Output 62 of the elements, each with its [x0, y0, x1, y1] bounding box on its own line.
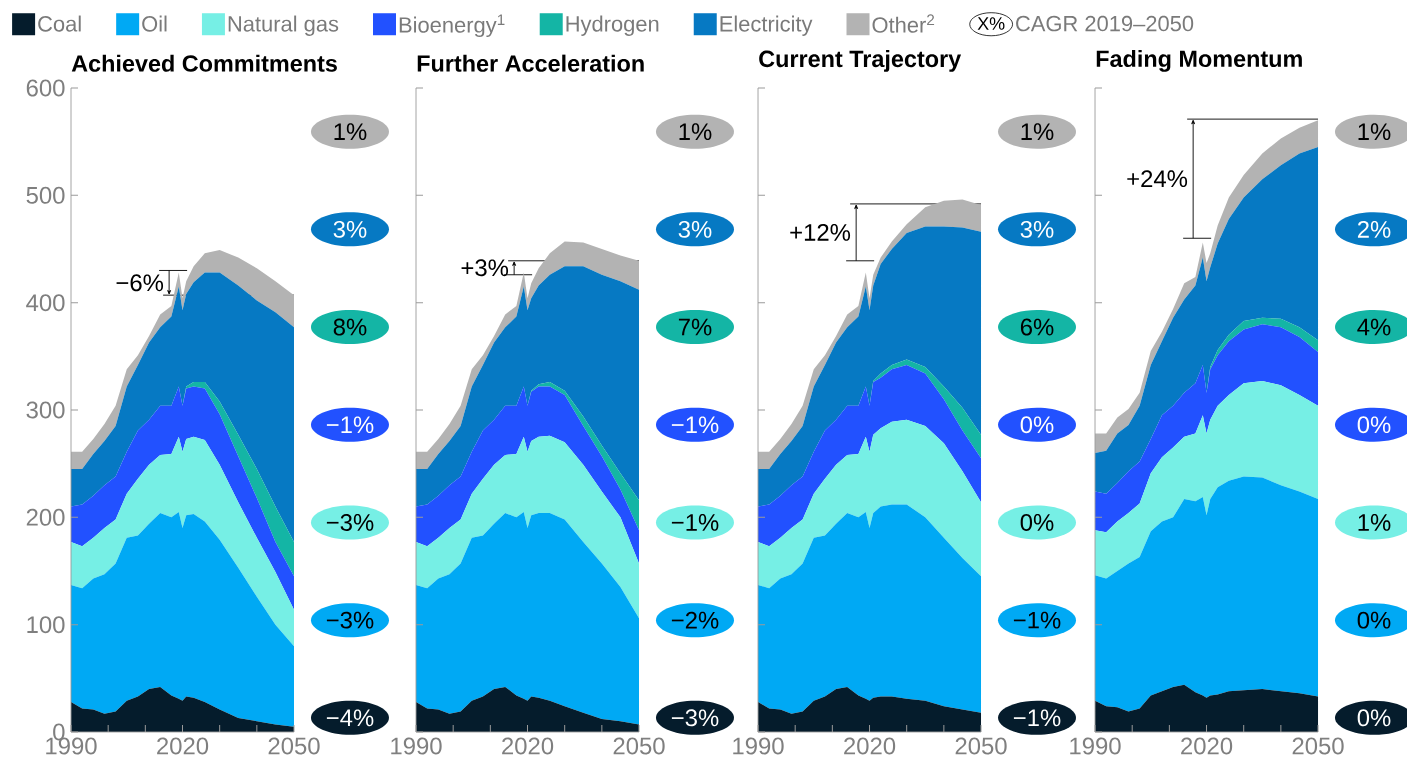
text: 3% — [1020, 220, 1054, 238]
text: X% — [977, 17, 1005, 30]
text: 3% — [333, 220, 367, 238]
text: −1% — [671, 514, 719, 531]
text: −1% — [326, 416, 374, 434]
text: −1% — [1013, 611, 1061, 629]
chart-title: Achieved Commitments — [71, 54, 337, 72]
x-tick-label: 2050 — [955, 737, 1007, 755]
text: 6% — [1020, 318, 1054, 336]
legend-label: Natural gas — [228, 15, 339, 36]
text: 1% — [1358, 123, 1391, 141]
x-tick-label: 2020 — [157, 737, 209, 755]
text: 0% — [1020, 416, 1054, 434]
legend-label: Electricity — [720, 15, 813, 36]
text: 3% — [678, 220, 712, 238]
legend-label: Oil — [142, 15, 167, 32]
y-tick-label: 100 — [27, 616, 65, 634]
text: −3% — [671, 709, 719, 727]
y-tick-label: 200 — [26, 508, 65, 526]
y-tick-label: 300 — [26, 401, 65, 419]
annotation: −6% — [116, 274, 164, 292]
chart-title: Further Acceleration — [417, 54, 644, 72]
text: 0% — [1357, 611, 1391, 629]
text: 4% — [1357, 318, 1391, 336]
x-tick-label: 1990 — [391, 737, 442, 755]
x-tick-label: 2020 — [844, 737, 896, 755]
text: 1% — [334, 123, 367, 141]
x-tick-label: 1990 — [733, 737, 784, 755]
legend-label: Hydrogen — [566, 15, 659, 36]
text: 0% — [1357, 416, 1391, 434]
text: 1% — [1358, 514, 1391, 531]
text: −3% — [326, 513, 374, 531]
text: 0% — [1020, 513, 1054, 531]
text: 2% — [1357, 220, 1391, 238]
x-tick-label: 2020 — [1181, 737, 1233, 755]
annotation: +3% — [461, 259, 509, 277]
x-tick-label: 2050 — [1292, 737, 1344, 755]
x-tick-label: 2020 — [502, 737, 554, 755]
text: 7% — [678, 318, 712, 336]
chart-title: Fading Momentum — [1096, 49, 1302, 72]
chart-title: Current Trajectory — [759, 50, 962, 72]
y-tick-label: 400 — [26, 294, 65, 312]
legend-label: Coal — [38, 15, 81, 32]
annotation: +24% — [1127, 170, 1188, 188]
text: −2% — [671, 611, 719, 629]
text: −1% — [671, 416, 719, 434]
x-tick-label: 2050 — [613, 737, 665, 755]
text: 0% — [1357, 709, 1391, 727]
x-tick-label: 1990 — [1070, 737, 1121, 755]
text: −3% — [326, 611, 374, 629]
y-tick-label: 500 — [26, 186, 65, 204]
legend-label: Other$^{2}$ — [872, 14, 935, 33]
text: 1% — [679, 123, 712, 141]
x-tick-label: 2050 — [268, 737, 320, 755]
text: 8% — [333, 318, 367, 336]
y-tick-label: 600 — [26, 79, 65, 97]
text: CAGR 2019–2050 — [1016, 15, 1194, 32]
text: −1% — [1013, 709, 1061, 727]
text: 1% — [1021, 123, 1054, 141]
legend-label: Bioenergy$^{1}$ — [399, 14, 505, 38]
text: −4% — [326, 709, 374, 727]
annotation: +12% — [790, 223, 851, 241]
